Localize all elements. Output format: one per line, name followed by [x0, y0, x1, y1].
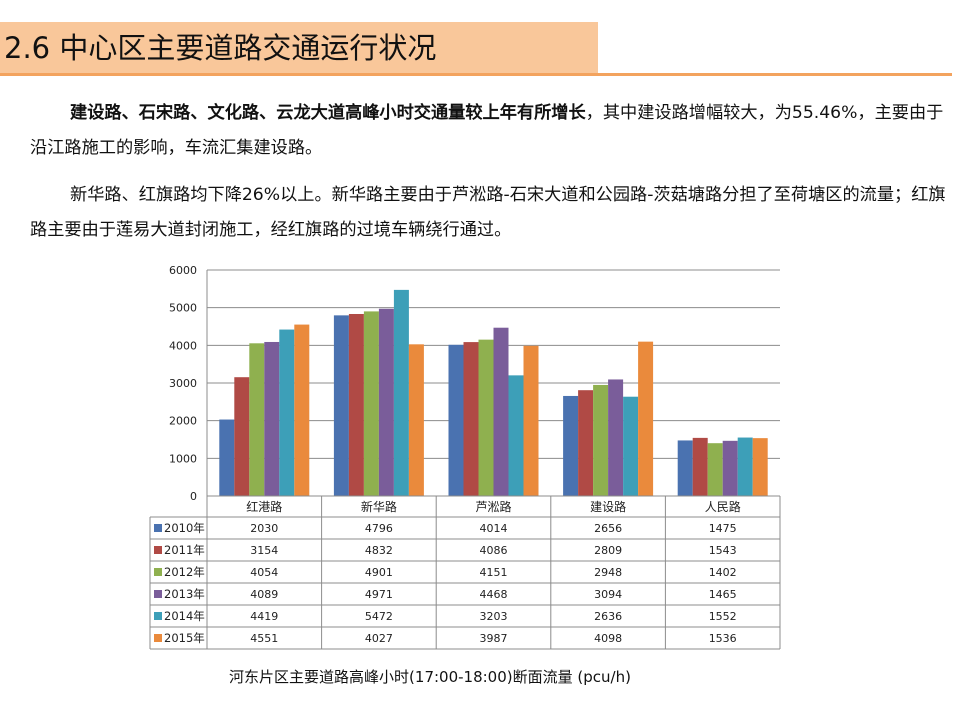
data-label: 4027 [365, 632, 393, 645]
category-label: 红港路 [246, 499, 282, 514]
bar [378, 308, 394, 496]
data-label: 1465 [709, 588, 737, 601]
data-label: 4151 [480, 566, 508, 579]
bar [752, 438, 768, 496]
bar [737, 437, 753, 496]
legend-label: 2012年 [164, 565, 205, 579]
bar [294, 324, 310, 496]
paragraph-growth-highlight: 建设路、石宋路、文化路、云龙大道高峰小时交通量较上年有所增长 [70, 103, 586, 123]
legend-swatch [154, 524, 162, 532]
data-label: 1475 [709, 522, 737, 535]
bar [523, 345, 539, 496]
y-tick-label: 2000 [169, 415, 197, 428]
legend-swatch [154, 590, 162, 598]
paragraph-decline: 新华路、红旗路均下降26%以上。新华路主要由于芦淞路-石宋大道和公园路-茨菇塘路… [30, 185, 946, 240]
category-label: 芦淞路 [475, 499, 511, 514]
legend-label: 2013年 [164, 587, 205, 601]
category-label: 建设路 [590, 499, 626, 514]
data-label: 4901 [365, 566, 393, 579]
data-label: 1402 [709, 566, 737, 579]
title-bar [0, 22, 598, 74]
category-label: 人民路 [705, 499, 741, 514]
bar [264, 341, 280, 496]
legend-swatch [154, 546, 162, 554]
bar [722, 440, 738, 496]
bar [677, 440, 693, 496]
data-label: 2636 [594, 610, 622, 623]
legend-swatch [154, 612, 162, 620]
bar [578, 390, 594, 496]
data-label: 2656 [594, 522, 622, 535]
bar [219, 419, 235, 496]
y-tick-label: 3000 [169, 377, 197, 390]
data-label: 4098 [594, 632, 622, 645]
data-label: 3987 [480, 632, 508, 645]
bar [608, 379, 624, 496]
data-label: 2809 [594, 544, 622, 557]
legend-swatch [154, 634, 162, 642]
chart-caption-text: 河东片区主要道路高峰小时(17:00-18:00)断面流量 (pcu/h) [229, 668, 631, 686]
bar [408, 344, 424, 496]
data-label: 4054 [250, 566, 278, 579]
data-label: 1552 [709, 610, 737, 623]
bar [478, 339, 494, 496]
data-label: 3203 [480, 610, 508, 623]
bar [508, 375, 524, 496]
bar [493, 327, 509, 496]
bar [593, 384, 609, 496]
bar [279, 329, 295, 496]
page-title: 2.6 中心区主要道路交通运行状况 [4, 31, 437, 65]
bar [638, 341, 654, 496]
data-label: 4468 [480, 588, 508, 601]
paragraph-growth-rest: ，其中建设路增幅较大，为55.46%，主要由于沿江路施工的影响，车流汇集建设路。 [30, 103, 944, 158]
chart-caption: 河东片区主要道路高峰小时(17:00-18:00)断面流量 (pcu/h) [0, 666, 960, 687]
data-label: 4089 [250, 588, 278, 601]
data-label: 1543 [709, 544, 737, 557]
bar [463, 342, 479, 496]
data-label: 4014 [480, 522, 508, 535]
legend-swatch [154, 568, 162, 576]
y-tick-label: 6000 [169, 264, 197, 277]
data-label: 4551 [250, 632, 278, 645]
data-label: 3154 [250, 544, 278, 557]
y-tick-label: 1000 [169, 452, 197, 465]
bar [707, 443, 723, 496]
bar [393, 289, 409, 496]
bar [234, 377, 250, 496]
data-label: 1536 [709, 632, 737, 645]
y-tick-label: 0 [190, 490, 197, 503]
bar [563, 395, 579, 496]
data-label: 2030 [250, 522, 278, 535]
data-label: 4971 [365, 588, 393, 601]
bar [363, 311, 379, 496]
bar [623, 396, 639, 496]
bar [333, 315, 349, 496]
bar [249, 343, 265, 496]
bar [448, 344, 464, 496]
data-label: 4086 [480, 544, 508, 557]
bar [348, 313, 364, 496]
y-tick-label: 4000 [169, 339, 197, 352]
legend-label: 2014年 [164, 609, 205, 623]
bar [692, 437, 708, 496]
legend-label: 2011年 [164, 543, 205, 557]
paragraph-growth: 建设路、石宋路、文化路、云龙大道高峰小时交通量较上年有所增长，其中建设路增幅较大… [30, 96, 946, 166]
title-underline [0, 73, 952, 76]
data-label: 4419 [250, 610, 278, 623]
data-label: 4796 [365, 522, 393, 535]
data-label: 3094 [594, 588, 622, 601]
data-label: 2948 [594, 566, 622, 579]
legend-label: 2010年 [164, 521, 205, 535]
y-tick-label: 5000 [169, 302, 197, 315]
category-label: 新华路 [361, 499, 397, 514]
legend-label: 2015年 [164, 631, 205, 645]
data-label: 5472 [365, 610, 393, 623]
data-label: 4832 [365, 544, 393, 557]
